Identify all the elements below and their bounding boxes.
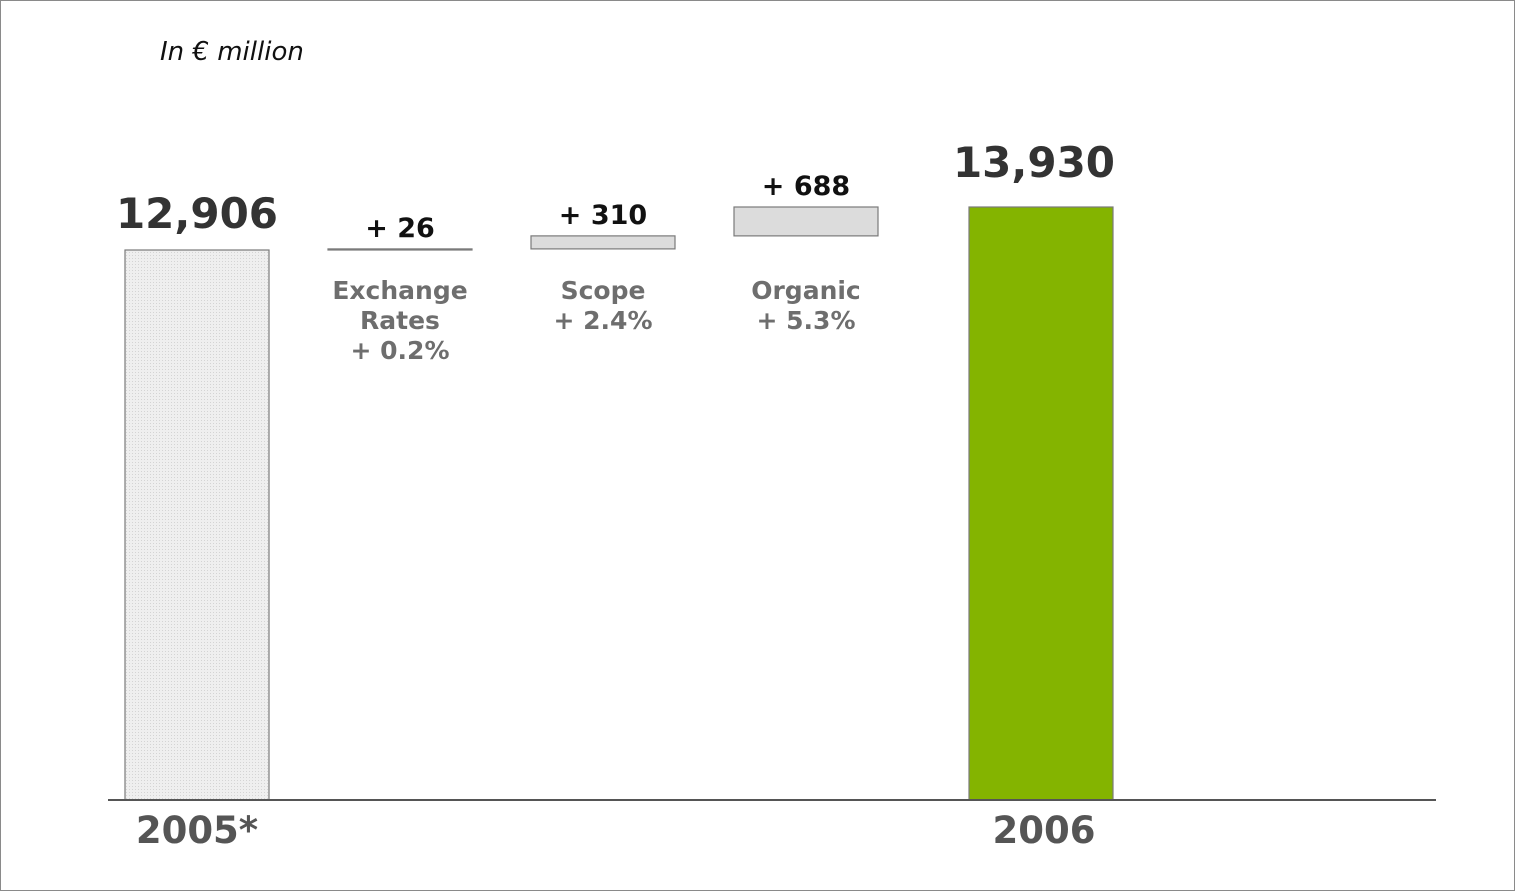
x-label-end: 2006: [993, 809, 1096, 852]
bar-end: [968, 206, 1114, 801]
value-label-step-1: + 26: [365, 213, 435, 244]
bar-start: [124, 249, 270, 801]
category-label-step-3-line-1: Organic: [751, 276, 861, 305]
category-label-step-1-line-1: Exchange: [332, 276, 467, 305]
category-label-step-1-line-3: + 0.2%: [351, 336, 450, 365]
x-label-start: 2005*: [136, 809, 258, 852]
value-label-step-2: + 310: [559, 200, 647, 231]
value-label-end: 13,930: [953, 138, 1115, 187]
category-label-step-1-line-2: Rates: [360, 306, 440, 335]
value-label-start: 12,906: [116, 189, 278, 238]
bar-step-1: [327, 248, 473, 251]
bars-layer: [124, 206, 1114, 801]
category-label-step-3-line-2: + 5.3%: [757, 306, 856, 335]
category-label-step-2-line-1: Scope: [561, 276, 646, 305]
unit-label: In € million: [160, 37, 304, 67]
bar-step-2: [530, 235, 676, 250]
bar-step-3: [733, 206, 879, 237]
category-label-step-2-line-2: + 2.4%: [554, 306, 653, 335]
value-label-step-3: + 688: [762, 171, 850, 202]
